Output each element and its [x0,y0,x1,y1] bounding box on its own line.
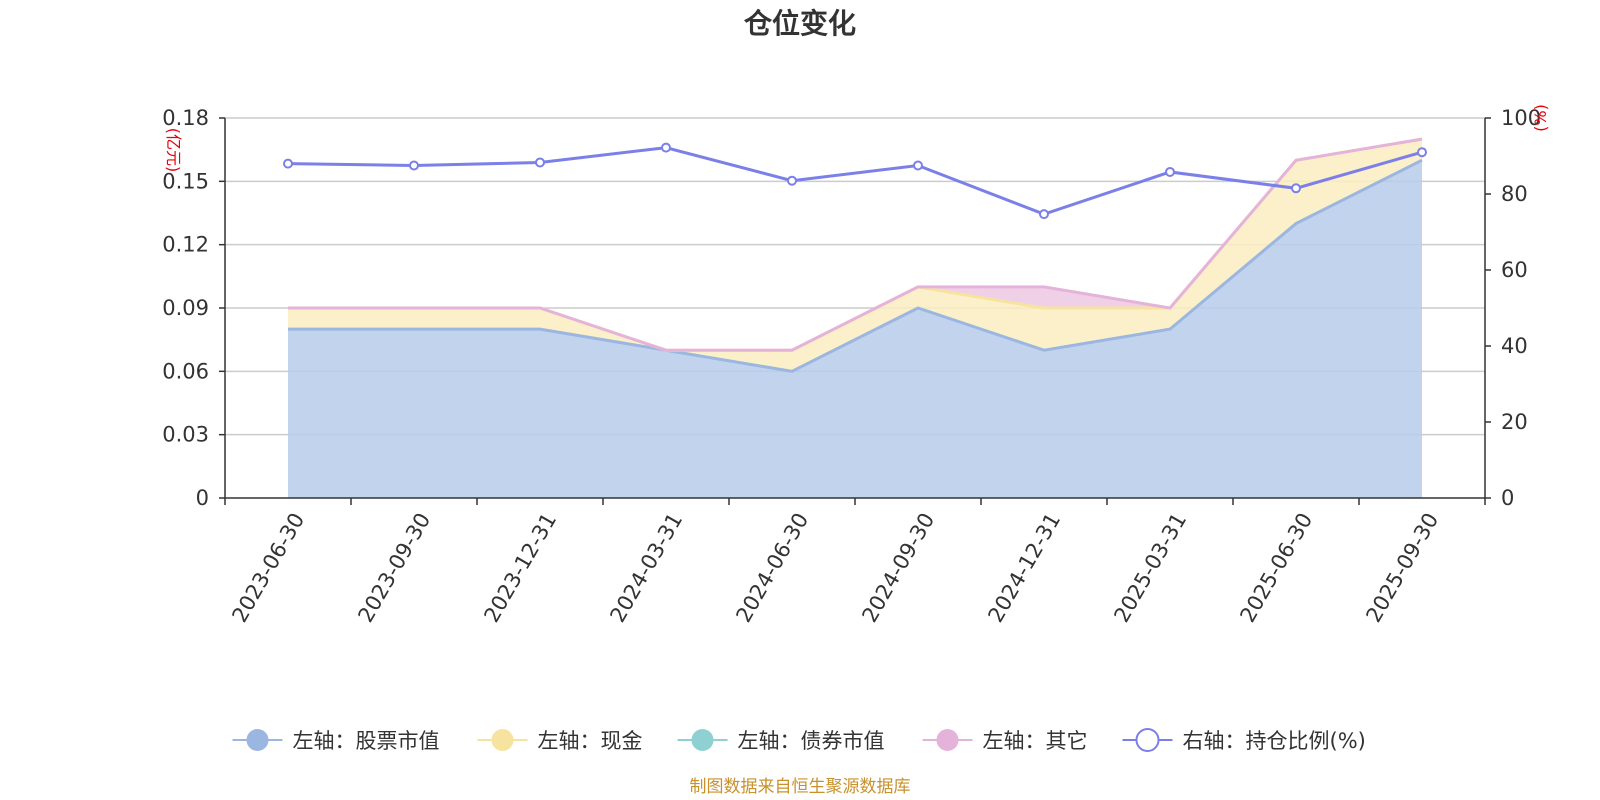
x-tick-label: 2025-09-30 [1361,509,1443,627]
left-tick-label: 0 [196,486,209,510]
legend-label: 右轴：持仓比例(%) [1183,729,1366,753]
point-holding-ratio [1165,166,1175,177]
legend-label: 左轴：现金 [538,729,643,753]
axes [219,117,1491,505]
legend-item: 左轴：股票市值 [232,729,440,753]
legend: 左轴：股票市值 左轴：现金 左轴：债券市值 左轴：其它 右轴：持仓比例(%) [232,728,1366,753]
series-lines [283,137,1427,373]
x-tick-label: 2024-03-31 [605,509,687,627]
right-axis-unit: (%) [1531,104,1550,132]
x-tick-label: 2024-12-31 [983,509,1065,627]
legend-marker [691,729,714,751]
right-tick-label: 60 [1501,258,1528,282]
x-tick-label: 2023-06-30 [227,509,309,627]
x-tick-label: 2023-12-31 [479,509,561,627]
right-tick-label: 40 [1501,334,1528,358]
point-holding-ratio [913,160,923,171]
point-holding-ratio [409,160,419,171]
right-tick-label: 20 [1501,410,1528,434]
legend-marker [246,729,269,751]
point-holding-ratio [661,142,671,153]
area-左轴：现金 [288,139,1422,372]
right-tick-label: 80 [1501,182,1528,206]
point-holding-ratio [787,175,797,186]
legend-label: 左轴：股票市值 [293,729,440,753]
x-tick-label: 2025-03-31 [1109,509,1191,627]
legend-marker [936,729,959,751]
line-左轴：股票市值 [288,158,1423,373]
line-holding-ratio [287,146,1423,216]
x-tick-label: 2023-09-30 [353,509,435,627]
left-y-tick-labels: 0 0.03 0.06 0.09 0.12 0.15 0.18 [162,106,209,510]
data-source: 制图数据来自恒生聚源数据库 [690,777,911,797]
area-左轴：股票市值 [288,160,1422,498]
point-holding-ratio [1039,209,1049,220]
point-holding-ratio [1291,183,1301,194]
legend-label: 左轴：其它 [983,729,1088,753]
legend-item: 右轴：持仓比例(%) [1122,728,1366,753]
chart-title: 仓位变化 [744,7,856,40]
legend-item: 左轴：债券市值 [677,729,885,753]
left-tick-label: 0.18 [162,106,209,130]
legend-label: 左轴：债券市值 [738,729,885,753]
x-tick-label: 2025-06-30 [1235,509,1317,627]
right-tick-label: 100 [1501,106,1541,130]
legend-marker [491,729,514,751]
line-左轴：其它 [288,137,1423,352]
x-tick-labels: 2023-06-30 2023-09-30 2023-12-31 2024-03-31… [227,509,1443,627]
left-tick-label: 0.09 [162,296,209,320]
left-tick-label: 0.12 [162,233,209,257]
x-tick-label: 2024-06-30 [731,509,813,627]
right-tick-label: 0 [1501,486,1514,510]
left-tick-label: 0.03 [162,423,209,447]
right-y-tick-labels: 0 20 40 60 80 100 [1501,106,1541,510]
legend-item: 左轴：现金 [477,729,643,753]
x-tick-label: 2024-09-30 [857,509,939,627]
left-tick-label: 0.06 [162,359,209,383]
legend-marker [1135,728,1160,752]
point-holding-ratio [283,158,293,169]
left-axis-unit: (亿元) [164,128,183,173]
point-holding-ratio [535,157,545,168]
legend-item: 左轴：其它 [922,729,1088,753]
left-tick-label: 0.15 [162,169,209,193]
stacked-areas [288,139,1422,498]
point-holding-ratio [1417,147,1427,158]
